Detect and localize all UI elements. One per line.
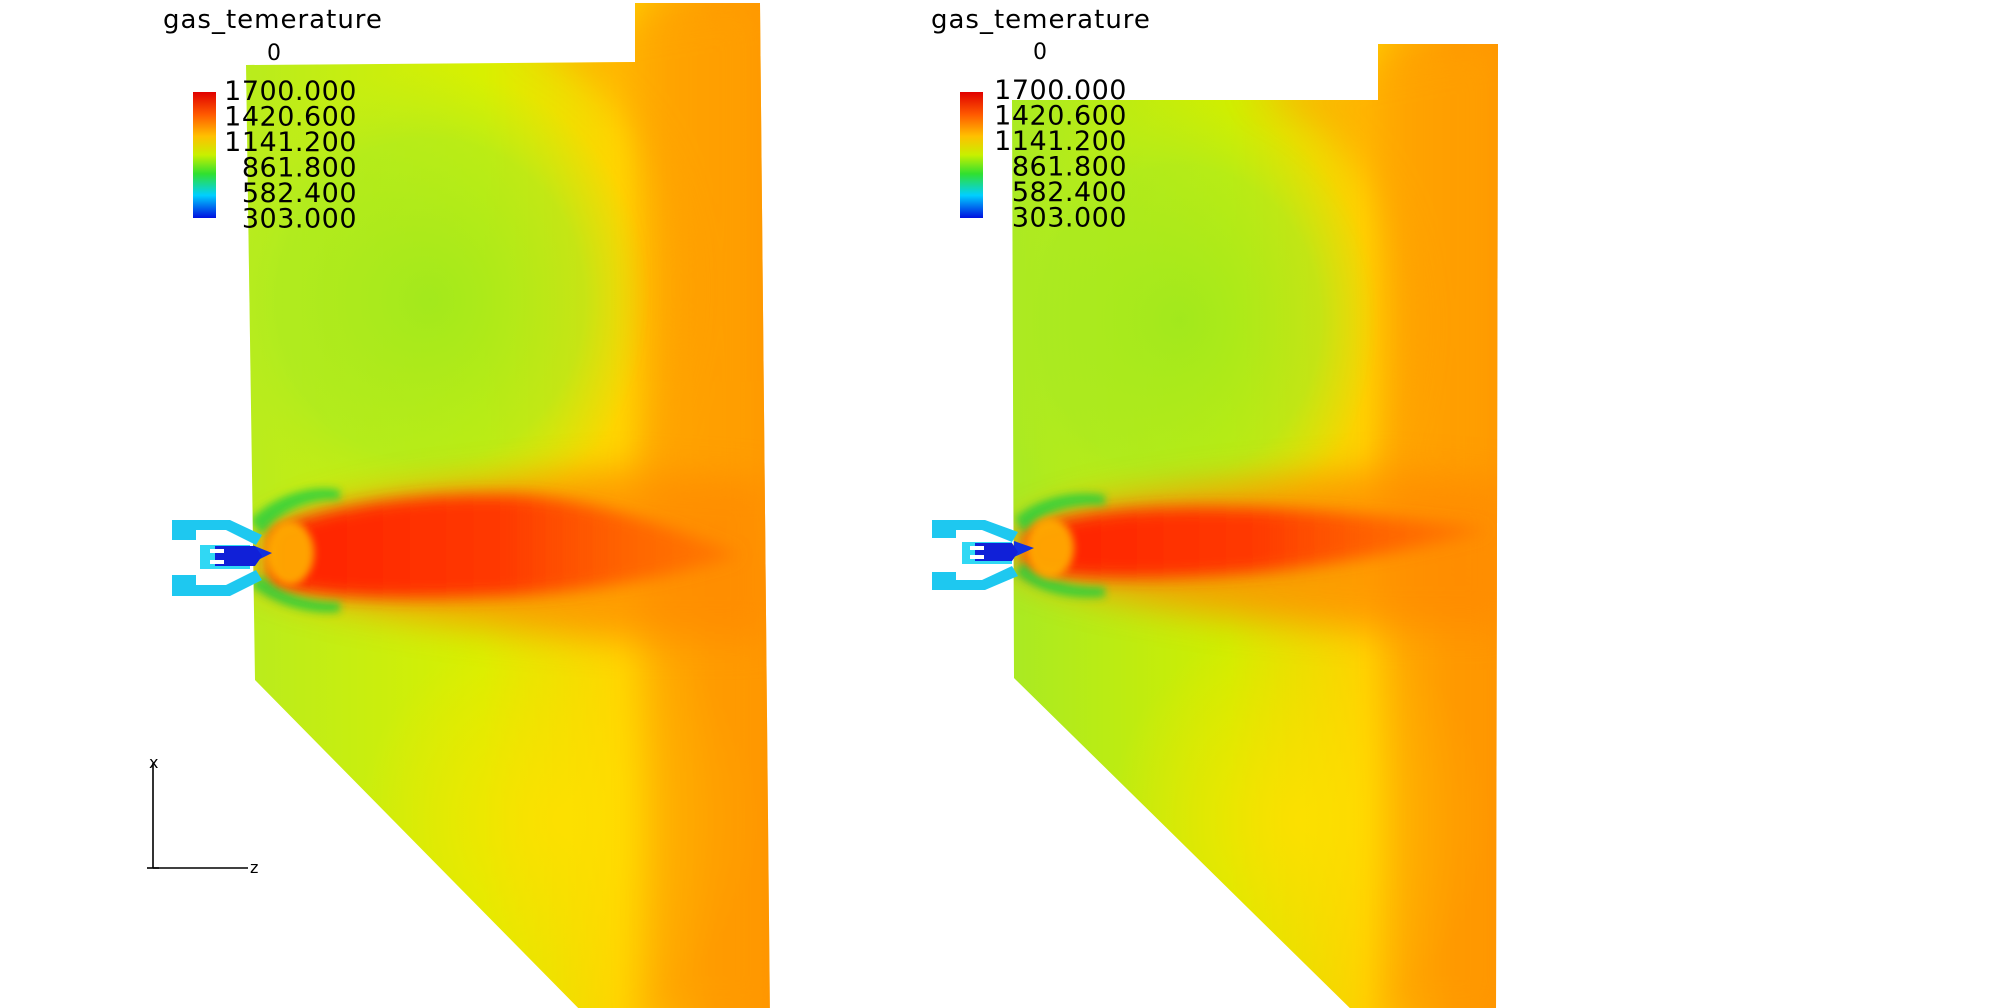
left-colorbar-gradient [193,92,216,218]
right-colorbar-labels: 1700.0001420.6001141.200861.800582.40030… [994,75,1127,234]
colorbar-tick-label: 1420.600 [994,101,1127,132]
axis-triad: x z [147,753,258,877]
left-colorbar: 1700.0001420.6001141.200861.800582.40030… [193,76,357,235]
colorbar-tick-label: 582.400 [242,178,357,209]
colorbar-tick-label: 1141.200 [224,127,357,158]
right-colorbar: 1700.0001420.6001141.200861.800582.40030… [960,75,1127,234]
left-panel-title: gas_temerature [163,5,383,35]
colorbar-tick-label: 1700.000 [224,76,357,107]
colorbar-tick-label: 1141.200 [994,126,1127,157]
colorbar-tick-label: 861.800 [242,153,357,184]
right-panel-title: gas_temerature [931,5,1151,35]
axis-x-label: x [149,753,158,772]
colorbar-tick-label: 303.000 [1012,203,1127,234]
left-burner-geometry [172,520,262,596]
left-time-value: 0 [267,41,281,66]
colorbar-tick-label: 582.400 [1012,177,1127,208]
left-furnace-domain [246,3,770,1008]
right-colorbar-gradient [960,92,983,218]
left-contour-panel: 1700.0001420.6001141.200861.800582.40030… [147,3,770,1008]
colorbar-tick-label: 861.800 [1012,152,1127,183]
colorbar-tick-label: 1420.600 [224,102,357,133]
colorbar-tick-label: 303.000 [242,204,357,235]
colorbar-tick-label: 1700.000 [994,75,1127,106]
right-contour-panel: 1700.0001420.6001141.200861.800582.40030… [931,5,1498,1008]
axis-z-label: z [250,858,258,877]
right-burner-geometry [932,520,1018,590]
left-colorbar-labels: 1700.0001420.6001141.200861.800582.40030… [224,76,357,235]
right-time-value: 0 [1033,40,1047,65]
